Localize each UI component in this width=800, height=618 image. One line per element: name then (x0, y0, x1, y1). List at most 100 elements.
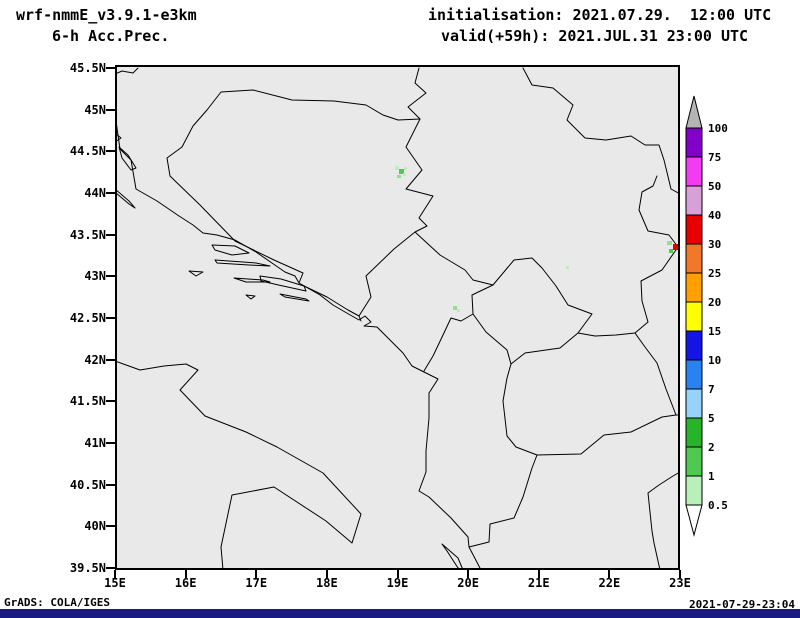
border-kosovo (471, 257, 593, 365)
colorbar-label: 40 (708, 209, 721, 222)
island (245, 294, 256, 300)
colorbar-segment (685, 243, 703, 274)
lon-tick (184, 570, 187, 578)
precip-spot (669, 249, 673, 253)
lat-tick (106, 358, 115, 361)
colorbar-label: 30 (708, 238, 721, 251)
lat-tick (106, 108, 115, 111)
product-title: 6-h Acc.Prec. (52, 27, 170, 45)
coastline-aegean (647, 471, 680, 570)
valid-time-text: valid(+59h): 2021.JUL.31 23:00 UTC (441, 27, 749, 45)
lat-tick (106, 525, 115, 528)
colorbar-label: 2 (708, 441, 715, 454)
colorbar-label: 25 (708, 267, 721, 280)
colorbar-segment (685, 417, 703, 448)
island (279, 293, 310, 302)
border-croatia-bosnia (166, 89, 421, 284)
island (118, 146, 137, 171)
precip-spot (453, 306, 457, 310)
coastline-balkan (115, 113, 482, 570)
border-serbia-romania-danube (522, 67, 680, 195)
country-borders (115, 67, 680, 548)
lon-label: 23E (669, 576, 691, 590)
lat-tick (106, 442, 115, 444)
colorbar-label: 100 (708, 122, 728, 135)
precip-spot (403, 173, 406, 176)
border-montenegro-albania (423, 313, 474, 372)
lat-label: 45N (84, 102, 106, 117)
lon-tick (537, 570, 540, 578)
colorbar-label: 50 (708, 180, 721, 193)
lat-tick (106, 275, 115, 278)
island (214, 259, 271, 267)
lat-tick (106, 150, 115, 153)
border-bosnia-montenegro (358, 231, 416, 317)
lat-tick (106, 317, 115, 319)
colorbar-segment (685, 156, 703, 187)
coastline-italy (115, 360, 362, 570)
colorbar-segment (685, 185, 703, 216)
colorbar-segment (685, 446, 703, 477)
lat-label: 42N (84, 352, 106, 367)
lon-label: 21E (527, 576, 550, 590)
lat-label: 44.5N (69, 144, 106, 159)
bottom-blue-bar (0, 609, 800, 618)
precip-spot (673, 244, 679, 250)
border-bosnia-serbia (405, 118, 434, 233)
precip-spot (399, 169, 404, 174)
border-serbia-bulgaria (634, 175, 679, 334)
lon-label: 16E (174, 576, 197, 590)
border-croatia-serbia (407, 67, 427, 120)
island (211, 244, 250, 256)
lon-tick (255, 570, 258, 578)
precip-spot (404, 167, 407, 170)
lat-label: 42.5N (69, 311, 106, 325)
lat-label: 43.5N (69, 227, 106, 242)
lat-tick (106, 400, 115, 403)
lon-label: 22E (598, 576, 621, 590)
colorbar-below-min-arrow (685, 504, 703, 537)
colorbar-segment (685, 359, 703, 390)
lat-tick (106, 567, 115, 569)
lat-label: 40.5N (69, 477, 106, 492)
colorbar-label: 15 (708, 325, 721, 338)
lon-tick (679, 570, 681, 578)
lon-label: 18E (316, 576, 338, 590)
border-macedonia-albania (502, 363, 538, 456)
lon-tick (114, 570, 116, 578)
model-title: wrf-nmmE_v3.9.1-e3km (16, 6, 197, 24)
colorbar-label: 10 (708, 354, 721, 367)
colorbar-label: 0.5 (708, 499, 728, 512)
colorbar-label: 5 (708, 412, 715, 425)
lat-tick (106, 192, 115, 194)
lat-label: 41.5N (69, 394, 106, 409)
colorbar-segment (685, 330, 703, 361)
precip-spot (457, 309, 460, 312)
lat-label: 44N (84, 186, 106, 200)
lat-label: 41N (84, 436, 106, 450)
colorbar-segment (685, 301, 703, 332)
border-croatia-bosnia-south (301, 284, 362, 322)
colorbar-label: 20 (708, 296, 721, 309)
lat-label: 40N (84, 519, 106, 534)
lon-label: 19E (386, 576, 409, 590)
precipitation-spots (395, 166, 680, 312)
colorbar-label: 1 (708, 470, 715, 483)
lon-tick (396, 570, 399, 578)
lon-label: 17E (245, 576, 268, 590)
precip-spot (667, 241, 672, 245)
colorbar-segment (685, 272, 703, 303)
lat-tick (106, 483, 115, 486)
colorbar-segment (685, 127, 703, 158)
peninsula (259, 275, 307, 292)
lat-tick (106, 233, 115, 236)
lat-label: 43N (84, 269, 106, 284)
coastlines (115, 113, 680, 570)
map-canvas (115, 65, 680, 570)
colorbar-label: 75 (708, 151, 721, 164)
lon-label: 20E (457, 576, 479, 590)
island (115, 132, 122, 143)
precip-spot (397, 175, 401, 178)
lat-label: 39.5N (69, 561, 106, 575)
border-serbia-montenegro (414, 231, 494, 286)
